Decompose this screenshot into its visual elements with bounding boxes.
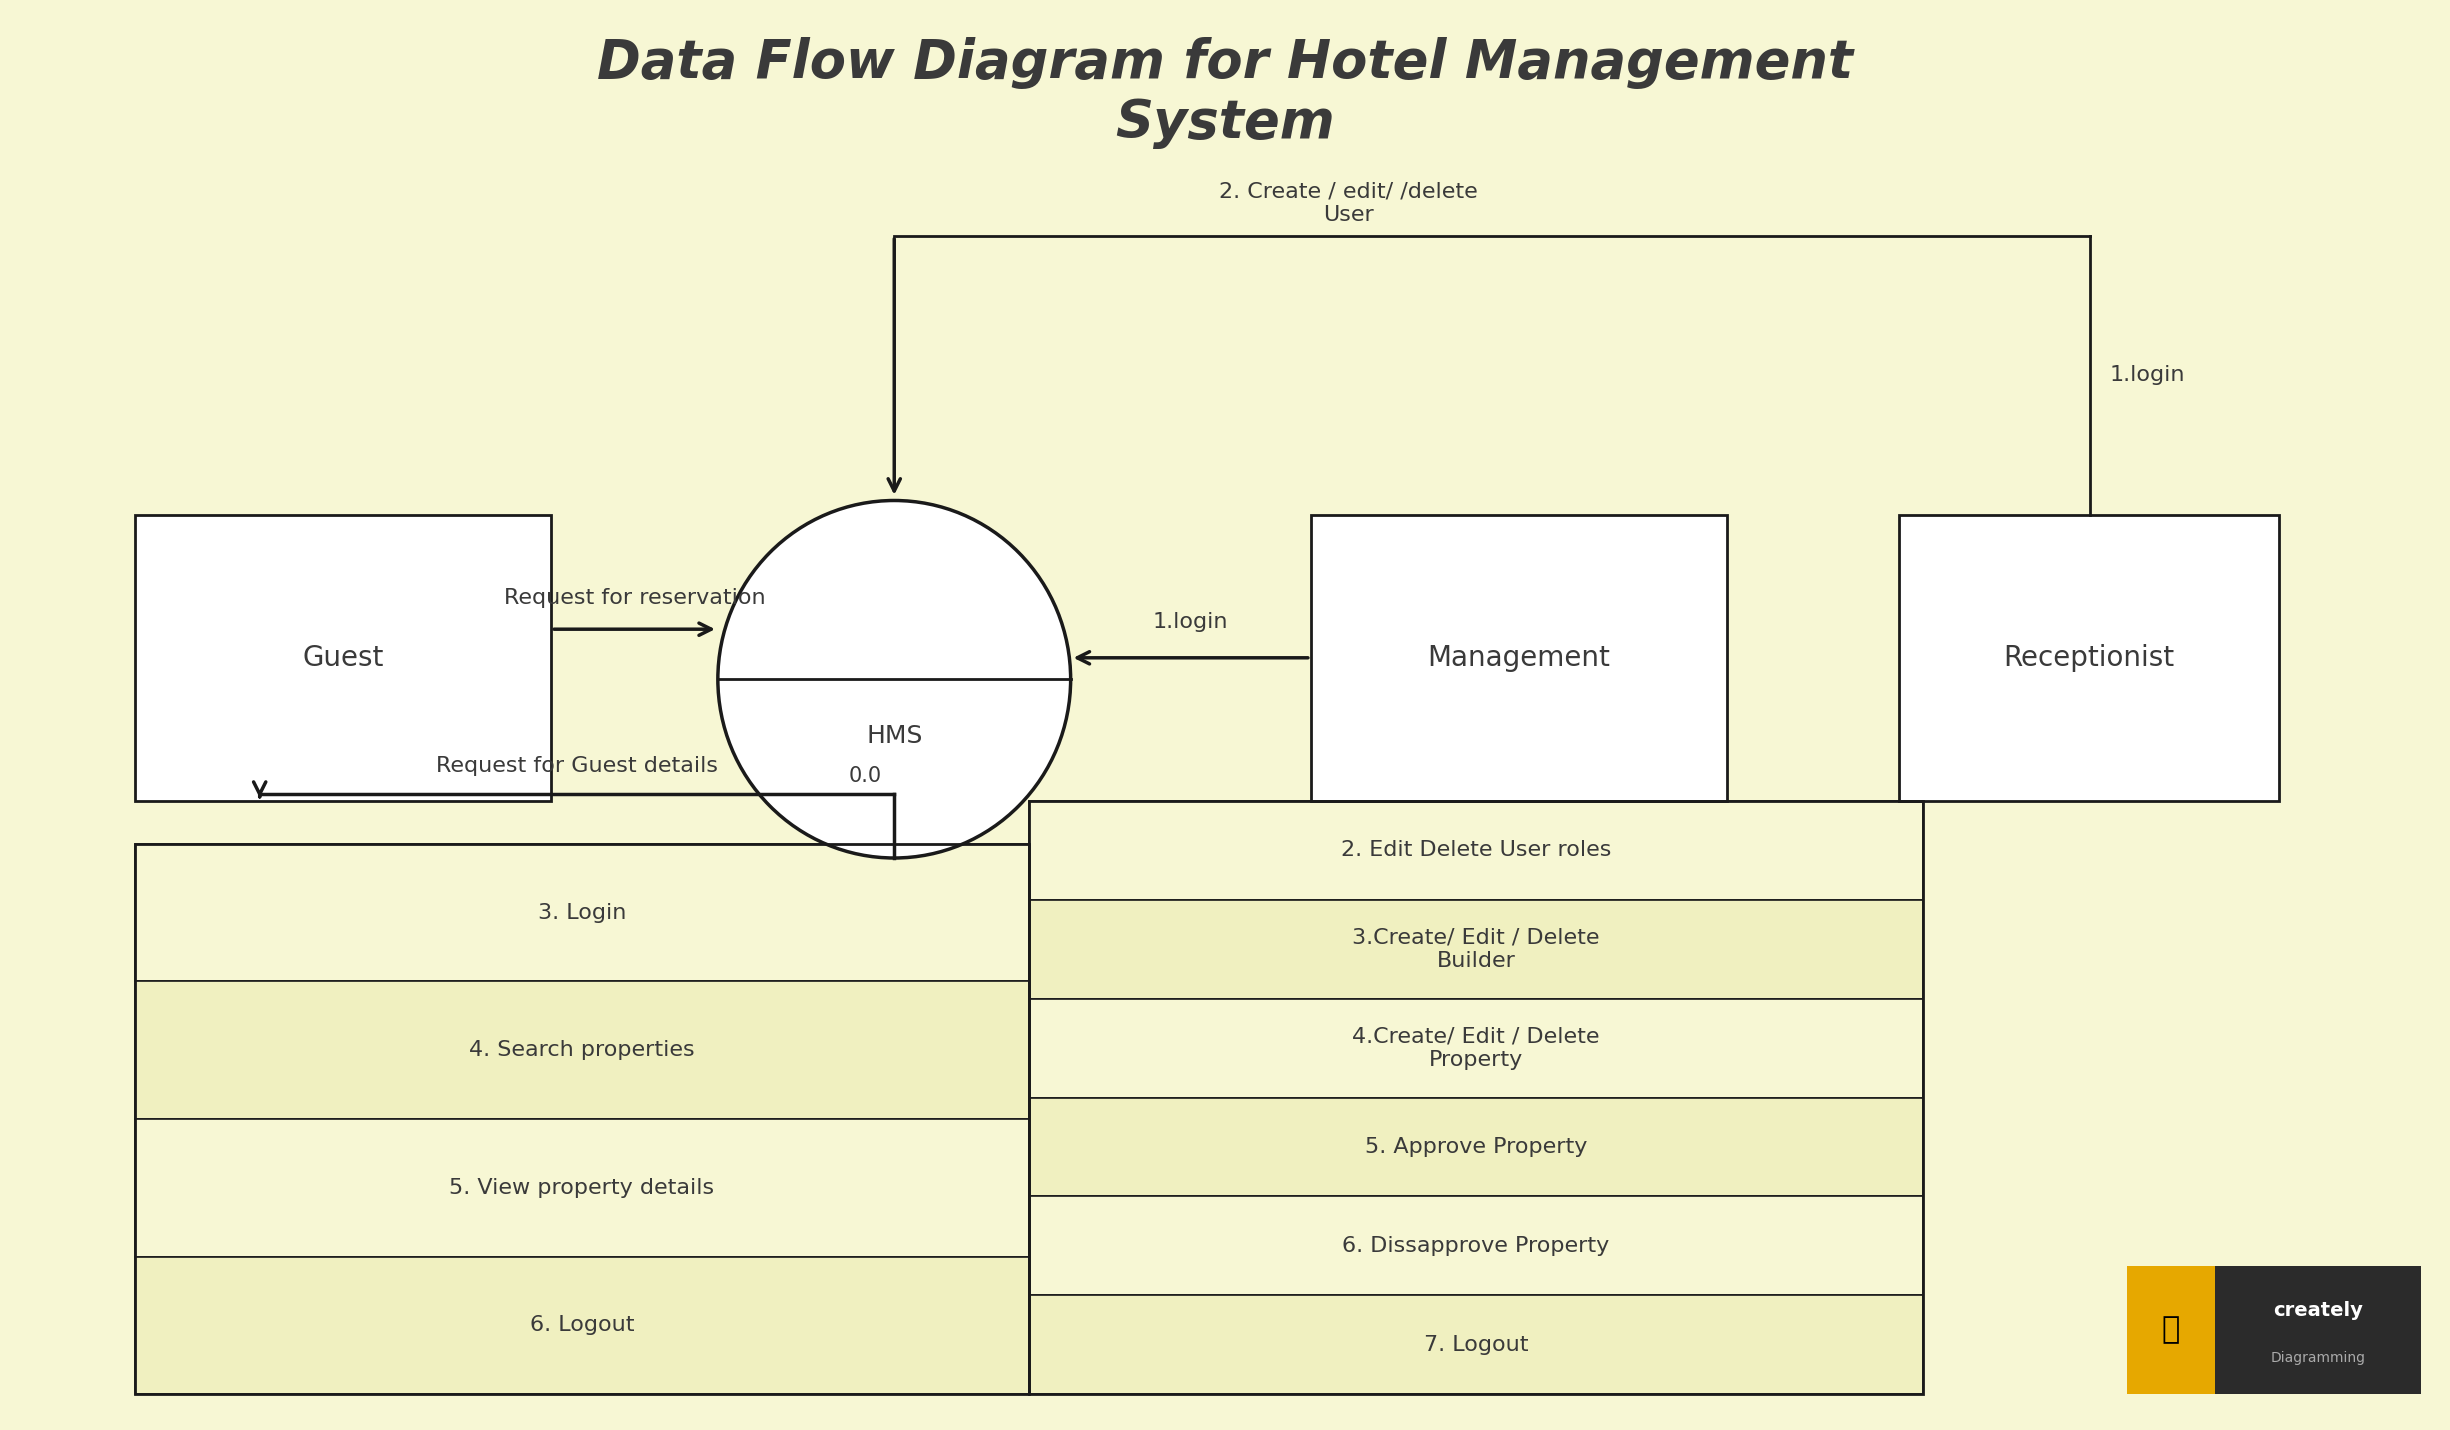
- Text: Request for reservation: Request for reservation: [505, 588, 764, 608]
- Bar: [135, 844, 1029, 1394]
- Text: 5. Approve Property: 5. Approve Property: [1365, 1137, 1588, 1157]
- Text: 6. Dissapprove Property: 6. Dissapprove Property: [1343, 1236, 1610, 1256]
- Text: 4.Create/ Edit / Delete
Property: 4.Create/ Edit / Delete Property: [1352, 1027, 1600, 1070]
- Bar: [135, 981, 1029, 1118]
- Bar: [1029, 899, 1923, 998]
- Text: 💡: 💡: [2161, 1316, 2180, 1344]
- Text: 1.login: 1.login: [2109, 366, 2185, 385]
- Text: 3. Login: 3. Login: [537, 902, 627, 922]
- Bar: [1029, 801, 1923, 899]
- Bar: [135, 515, 551, 801]
- Text: HMS: HMS: [865, 725, 924, 748]
- Bar: [1029, 1098, 1923, 1197]
- Ellipse shape: [718, 500, 1071, 858]
- Bar: [1029, 1296, 1923, 1394]
- Text: Data Flow Diagram for Hotel Management
System: Data Flow Diagram for Hotel Management S…: [598, 37, 1852, 149]
- Text: 1.login: 1.login: [1154, 612, 1227, 632]
- Text: Management: Management: [1428, 644, 1610, 672]
- Text: 7. Logout: 7. Logout: [1423, 1334, 1529, 1354]
- Bar: [1029, 998, 1923, 1098]
- Text: Guest: Guest: [301, 644, 385, 672]
- Text: Diagramming: Diagramming: [2271, 1351, 2364, 1366]
- Text: Request for Guest details: Request for Guest details: [436, 756, 718, 776]
- Bar: [1899, 515, 2278, 801]
- Bar: [135, 1257, 1029, 1394]
- Bar: [135, 1118, 1029, 1257]
- Text: 6. Logout: 6. Logout: [529, 1316, 635, 1336]
- Bar: [1029, 801, 1923, 1394]
- Bar: [2127, 1266, 2215, 1394]
- Text: 2. Create / edit/ /delete
User: 2. Create / edit/ /delete User: [1220, 182, 1477, 225]
- Text: 5. View property details: 5. View property details: [448, 1178, 715, 1198]
- Bar: [1311, 515, 1727, 801]
- Text: 0.0: 0.0: [848, 766, 882, 786]
- Text: Receptionist: Receptionist: [2004, 644, 2173, 672]
- Bar: [1029, 1197, 1923, 1296]
- Text: 4. Search properties: 4. Search properties: [468, 1040, 696, 1060]
- Text: creately: creately: [2274, 1301, 2362, 1320]
- Text: 2. Edit Delete User roles: 2. Edit Delete User roles: [1340, 841, 1612, 861]
- Text: 3.Create/ Edit / Delete
Builder: 3.Create/ Edit / Delete Builder: [1352, 928, 1600, 971]
- Bar: [135, 844, 1029, 981]
- Bar: [2127, 1266, 2421, 1394]
